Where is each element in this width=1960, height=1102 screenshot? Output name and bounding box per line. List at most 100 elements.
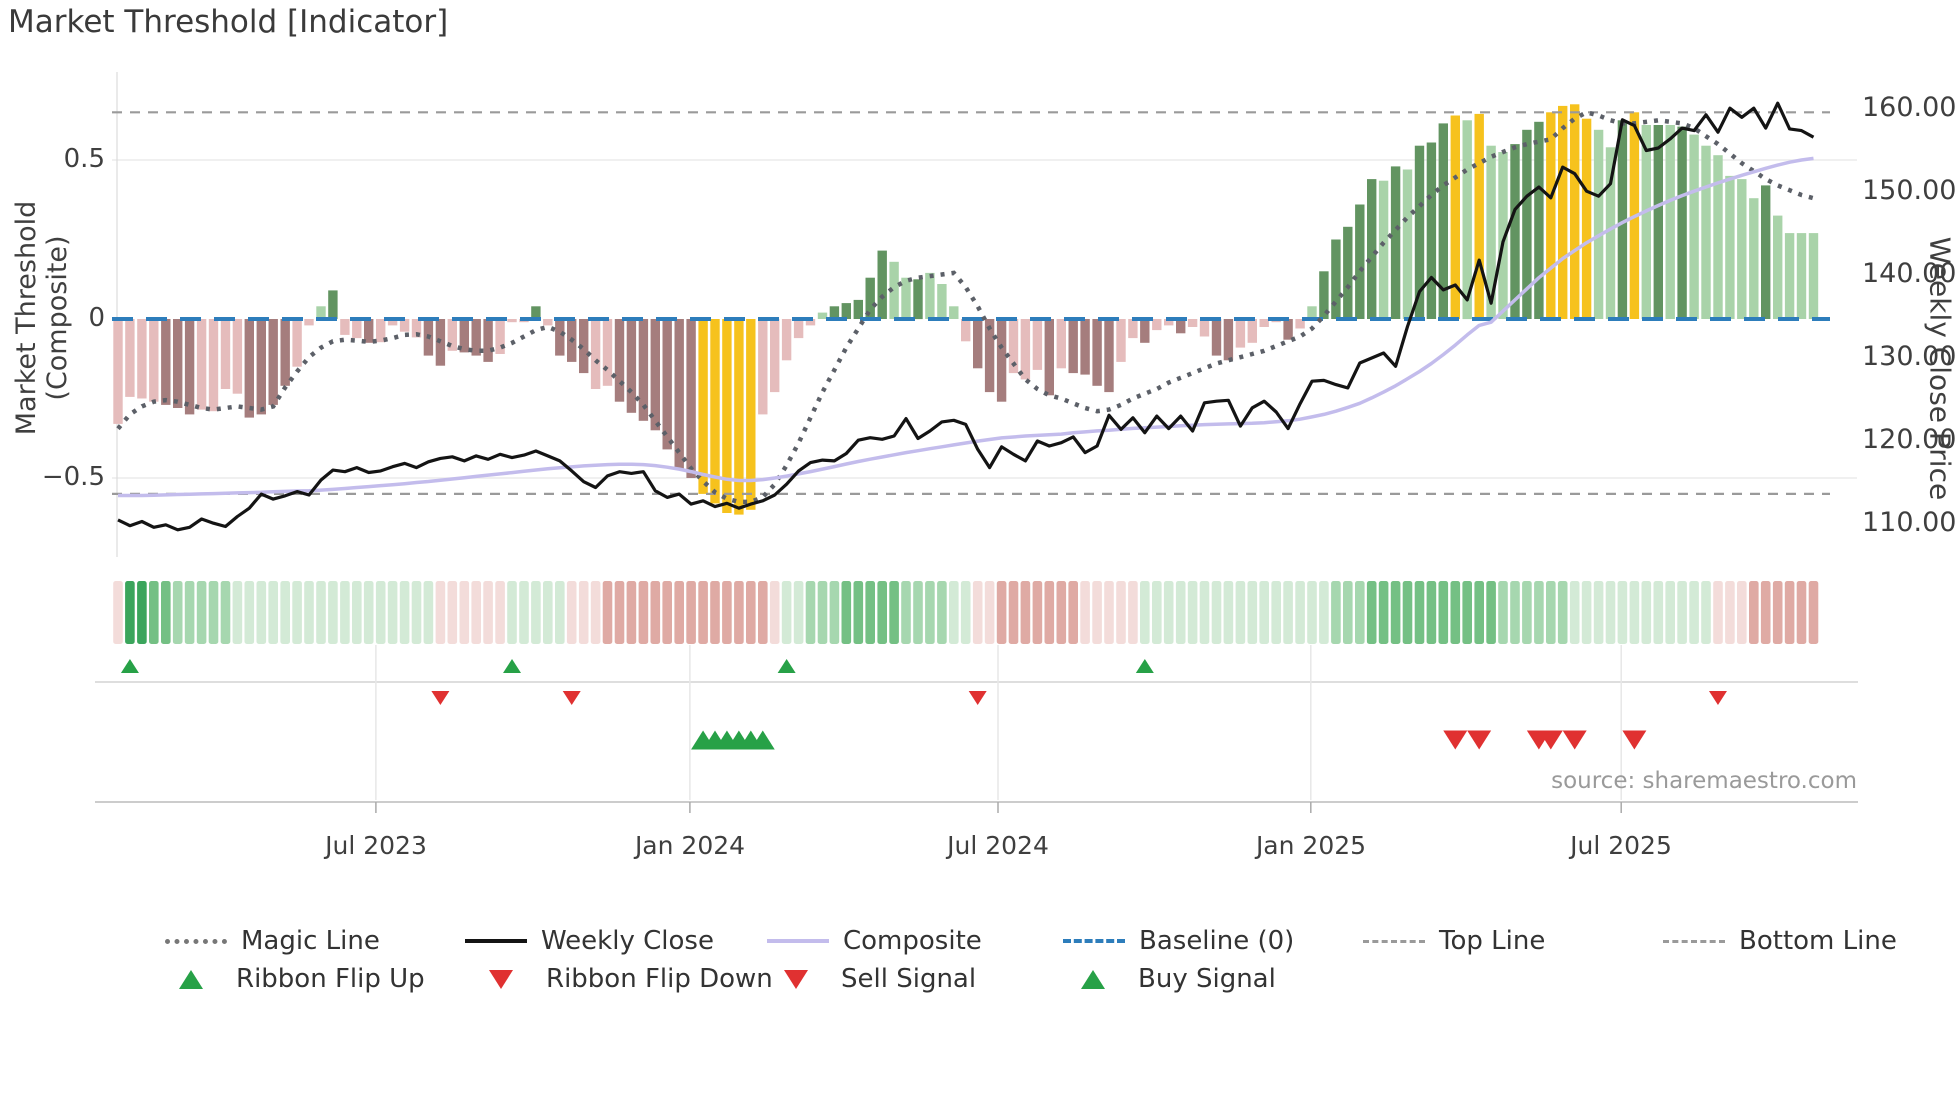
threshold-bar bbox=[220, 319, 231, 389]
threshold-bar bbox=[865, 277, 875, 319]
threshold-bar bbox=[149, 319, 159, 402]
threshold-bar bbox=[1462, 120, 1472, 320]
ribbon-cell bbox=[877, 581, 887, 644]
threshold-bar bbox=[746, 319, 756, 510]
ribbon-cell bbox=[769, 581, 780, 644]
threshold-bar bbox=[1152, 319, 1162, 331]
ribbon-cell bbox=[960, 581, 971, 644]
ribbon-cell bbox=[1498, 581, 1508, 644]
right-axis-tick: 110.00 bbox=[1862, 507, 1957, 538]
right-axis-tick: 140.00 bbox=[1862, 258, 1957, 289]
ribbon-cell bbox=[1713, 581, 1723, 644]
x-axis-tick: Jan 2024 bbox=[634, 831, 746, 860]
threshold-bar bbox=[387, 319, 398, 326]
ribbon-cell bbox=[1510, 581, 1520, 644]
threshold-bar bbox=[1259, 319, 1269, 327]
threshold-bar bbox=[1020, 319, 1031, 380]
ribbon-cell bbox=[805, 581, 816, 644]
threshold-bar bbox=[686, 319, 696, 478]
ribbon-cell bbox=[1462, 581, 1472, 644]
swatch-shape bbox=[767, 939, 829, 943]
ribbon-cell bbox=[1235, 581, 1246, 644]
threshold-bar bbox=[173, 319, 183, 408]
sell-signal-marker bbox=[1443, 730, 1468, 750]
threshold-bar bbox=[304, 319, 314, 326]
swatch-shape bbox=[1063, 939, 1125, 943]
ribbon-cell bbox=[698, 581, 708, 644]
ribbon-cell bbox=[662, 581, 672, 644]
line-swatch-icon bbox=[1663, 939, 1725, 943]
threshold-bar bbox=[1689, 134, 1699, 319]
ribbon-cell bbox=[1044, 581, 1055, 644]
ribbon-cell bbox=[1390, 581, 1401, 644]
ribbon-cell bbox=[495, 581, 505, 644]
legend-label: Buy Signal bbox=[1138, 964, 1276, 994]
swatch-shape bbox=[1663, 939, 1725, 943]
ribbon-cell bbox=[1641, 581, 1652, 644]
ribbon-cell bbox=[1223, 581, 1234, 644]
threshold-bar bbox=[268, 319, 278, 405]
ribbon-cell bbox=[578, 581, 589, 644]
ribbon-cell bbox=[984, 581, 995, 644]
ribbon-cell bbox=[1247, 581, 1258, 644]
swatch-shape bbox=[1363, 939, 1425, 943]
threshold-bar bbox=[1713, 155, 1723, 319]
threshold-bar bbox=[650, 319, 660, 431]
threshold-bar bbox=[495, 319, 505, 354]
threshold-bar bbox=[1140, 319, 1150, 343]
threshold-bar bbox=[1199, 319, 1210, 337]
ribbon-cell bbox=[1080, 581, 1090, 644]
threshold-bar bbox=[829, 306, 840, 319]
threshold-bar bbox=[1128, 319, 1138, 339]
legend-item-weekly-close: Weekly Close bbox=[465, 928, 714, 954]
swatch-shape bbox=[465, 939, 527, 943]
ribbon-cell bbox=[375, 581, 386, 644]
ribbon-cell bbox=[734, 581, 744, 644]
threshold-bar bbox=[614, 319, 625, 402]
ribbon-cell bbox=[399, 581, 410, 644]
line-swatch-icon bbox=[1363, 939, 1425, 943]
legend-label: Baseline (0) bbox=[1139, 926, 1295, 956]
ribbon-cell bbox=[304, 581, 314, 644]
ribbon-cell bbox=[507, 581, 517, 644]
ribbon-cell bbox=[638, 581, 649, 644]
threshold-bar bbox=[1235, 319, 1246, 348]
threshold-bar bbox=[1761, 185, 1771, 319]
threshold-bar bbox=[841, 303, 851, 319]
threshold-bar bbox=[1522, 129, 1532, 319]
ribbon-cell bbox=[1760, 581, 1771, 644]
line-swatch-icon bbox=[767, 939, 829, 943]
ribbon-cell bbox=[387, 581, 398, 644]
ribbon-cell bbox=[256, 581, 267, 644]
threshold-bar bbox=[447, 319, 457, 351]
threshold-bar bbox=[1749, 198, 1759, 319]
ribbon-flip-down-marker bbox=[562, 691, 581, 705]
threshold-bar bbox=[1008, 319, 1019, 374]
ribbon-cell bbox=[1653, 581, 1664, 644]
threshold-bar bbox=[1534, 121, 1544, 319]
page-title: Market Threshold [Indicator] bbox=[8, 4, 449, 40]
threshold-bar bbox=[1725, 175, 1735, 319]
ribbon-cell bbox=[817, 581, 828, 644]
ribbon-cell bbox=[113, 581, 123, 644]
threshold-bar bbox=[376, 319, 386, 343]
ribbon-cell bbox=[566, 581, 577, 644]
ribbon-cell bbox=[1796, 581, 1807, 644]
ribbon-cell bbox=[937, 581, 947, 644]
threshold-bar bbox=[1092, 319, 1102, 386]
legend-item-baseline-0-: Baseline (0) bbox=[1063, 928, 1294, 954]
ribbon-cell bbox=[1784, 581, 1795, 644]
ribbon-cell bbox=[292, 581, 302, 644]
buy-signal-marker bbox=[750, 730, 775, 750]
ribbon-cell bbox=[1366, 581, 1377, 644]
threshold-bar bbox=[1450, 115, 1460, 319]
ribbon-cell bbox=[614, 581, 625, 644]
threshold-bar bbox=[292, 319, 302, 367]
ribbon-cell bbox=[686, 581, 696, 644]
ribbon-cell bbox=[352, 581, 362, 644]
ribbon-cell bbox=[1140, 581, 1150, 644]
ribbon-cell bbox=[1378, 581, 1389, 644]
legend-label: Magic Line bbox=[241, 926, 380, 956]
ribbon-cell bbox=[125, 581, 135, 644]
ribbon-cell bbox=[1569, 581, 1580, 644]
